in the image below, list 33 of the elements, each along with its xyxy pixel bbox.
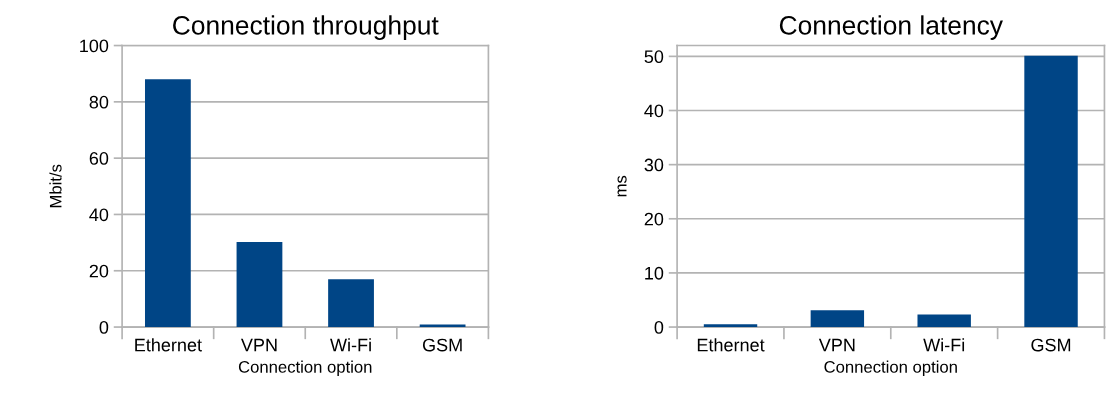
bar — [328, 279, 374, 328]
y-tick-label: 100 — [80, 39, 109, 53]
bar — [917, 314, 971, 328]
y-tick-label: 60 — [89, 152, 109, 165]
y-axis-title: Mbit/s — [49, 164, 62, 208]
y-tick-label: 40 — [89, 208, 109, 222]
x-tick-label: VPN — [818, 338, 855, 352]
y-tick-label: 10 — [645, 266, 664, 280]
x-tick-label: Ethernet — [697, 338, 765, 352]
bar — [236, 242, 283, 328]
x-tick-label: Wi-Fi — [330, 338, 371, 352]
x-tick-label: GSM — [1031, 338, 1071, 352]
x-tick-label: Wi-Fi — [923, 338, 965, 352]
x-axis-title: Connection option — [824, 360, 957, 377]
bar — [144, 79, 191, 328]
x-axis-title: Connection option — [238, 360, 372, 377]
bar — [703, 324, 758, 328]
bar — [1024, 55, 1078, 328]
y-tick-label: 0 — [654, 320, 664, 334]
x-tick-label: Ethernet — [135, 338, 202, 352]
y-tick-label: 0 — [99, 320, 109, 334]
y-tick-label: 40 — [644, 104, 664, 118]
y-tick-label: 30 — [644, 158, 664, 172]
y-tick-label: 20 — [644, 212, 664, 226]
x-tick-label: GSM — [422, 338, 462, 352]
y-tick-label: 20 — [89, 264, 109, 278]
chart-title: Connection latency — [779, 15, 1003, 40]
y-tick-label: 50 — [644, 50, 664, 64]
y-tick-label: 80 — [89, 95, 109, 109]
x-tick-label: VPN — [240, 338, 277, 352]
chart-title: Connection throughput — [173, 15, 439, 40]
y-axis-title: ms — [617, 175, 627, 197]
bar — [810, 310, 865, 328]
